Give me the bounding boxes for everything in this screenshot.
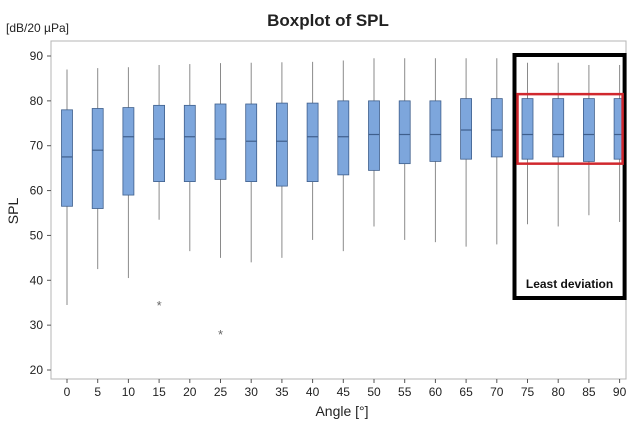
- box-5: [91, 108, 104, 209]
- x-tick-label: 45: [337, 385, 351, 399]
- x-tick-label: 85: [582, 385, 596, 399]
- y-tick-label: 80: [30, 94, 44, 108]
- box-0: [61, 109, 73, 207]
- y-tick-label: 20: [30, 363, 44, 377]
- x-tick-label: 75: [521, 385, 535, 399]
- box-10: [122, 107, 135, 196]
- box-15: [153, 104, 166, 182]
- y-unit-label: [dB/20 µPa]: [6, 21, 69, 35]
- highlight-black-frame: [512, 53, 627, 300]
- box-55: [398, 100, 411, 165]
- y-tick-label: 30: [30, 318, 44, 332]
- y-tick-label: 70: [30, 139, 44, 153]
- y-tick-label: 50: [30, 228, 44, 242]
- x-tick-label: 65: [459, 385, 473, 399]
- x-tick-label: 50: [367, 385, 381, 399]
- plot-frame: [50, 40, 627, 380]
- x-tick-label: 25: [214, 385, 228, 399]
- box-60: [429, 100, 442, 162]
- box-80: [552, 98, 565, 158]
- x-tick-label: 40: [306, 385, 320, 399]
- box-20: [183, 104, 196, 182]
- outlier-point: *: [218, 327, 223, 342]
- x-tick-label: 30: [245, 385, 259, 399]
- box-75: [521, 98, 534, 160]
- box-40: [306, 102, 319, 182]
- box-45: [337, 100, 350, 176]
- x-axis-title: Angle [°]: [315, 403, 368, 419]
- y-tick-label: 90: [30, 49, 44, 63]
- box-30: [245, 103, 258, 183]
- box-25: [214, 103, 227, 180]
- x-tick-label: 0: [64, 385, 71, 399]
- plot-marks: 20 30 40 50 60 70 80 90 0 5 10 15 20 25 30 35 40 45 50 55 60…: [30, 49, 627, 399]
- box-65: [460, 98, 473, 160]
- x-tick-label: 80: [552, 385, 566, 399]
- x-tick-label: 60: [429, 385, 443, 399]
- y-tick-label: 60: [30, 184, 44, 198]
- box-50: [368, 100, 380, 171]
- x-tick-label: 90: [613, 385, 627, 399]
- x-tick-label: 35: [275, 385, 289, 399]
- chart-title: Boxplot of SPL: [267, 11, 389, 30]
- annotation-label: Least deviation: [526, 277, 613, 291]
- x-tick-label: 20: [183, 385, 197, 399]
- box-70: [490, 98, 503, 158]
- y-tick-label: 40: [30, 273, 44, 287]
- x-tick-label: 70: [490, 385, 504, 399]
- outlier-point: *: [157, 298, 162, 313]
- x-tick-label: 55: [398, 385, 412, 399]
- highlight-red-frame: [516, 92, 624, 165]
- x-tick-label: 10: [122, 385, 136, 399]
- x-tick-label: 5: [94, 385, 101, 399]
- y-axis-title: SPL: [5, 198, 21, 225]
- box-35: [275, 102, 288, 187]
- box-85: [583, 98, 595, 162]
- x-tick-label: 15: [152, 385, 166, 399]
